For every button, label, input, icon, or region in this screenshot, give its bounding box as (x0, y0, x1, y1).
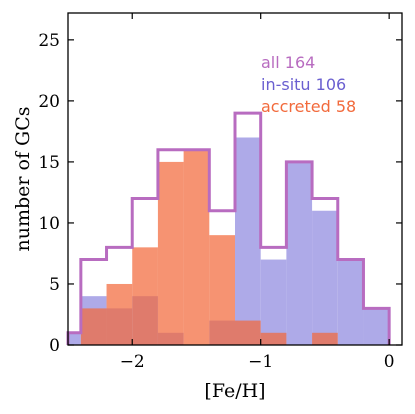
x-axis-ticks: −2 −1 0 (120, 13, 395, 372)
accreted-bar (209, 235, 235, 345)
in-situ-bar (235, 137, 261, 345)
all-step-outline (66, 111, 391, 345)
plot-frame (67, 12, 403, 346)
y-tick-label: 20 (38, 92, 60, 112)
y-tick-label: 25 (38, 31, 60, 51)
in-situ-bar (337, 259, 364, 345)
in-situ-bar (286, 161, 313, 345)
y-tick-label: 10 (38, 214, 60, 234)
in-situ-bar (260, 259, 287, 345)
legend-accreted: accreted 58 (261, 97, 356, 116)
x-tick-label: −1 (248, 352, 273, 372)
y-tick-label: 0 (49, 336, 60, 356)
accreted-bar (80, 308, 107, 345)
accreted-bar (157, 161, 184, 345)
in-situ-bar (363, 308, 390, 345)
legend-in-situ: in-situ 106 (261, 75, 346, 94)
legend-all: all 164 (261, 53, 315, 72)
x-axis-label: [Fe/H] (204, 380, 265, 402)
y-axis-label: number of GCs (12, 107, 34, 252)
accreted-bar (260, 332, 287, 345)
accreted-bars (80, 149, 338, 345)
accreted-bar (312, 332, 338, 345)
y-tick-label: 5 (49, 275, 60, 295)
accreted-bar (106, 283, 133, 345)
accreted-bar (235, 320, 261, 345)
accreted-bar (183, 149, 210, 345)
in-situ-bar (68, 332, 81, 345)
accreted-bar (132, 247, 158, 345)
in-situ-bar (312, 210, 338, 345)
y-axis-ticks: 0 5 10 15 20 25 (38, 31, 402, 356)
x-tick-label: −2 (120, 352, 145, 372)
x-tick-label: 0 (384, 352, 395, 372)
y-tick-label: 15 (38, 153, 60, 173)
